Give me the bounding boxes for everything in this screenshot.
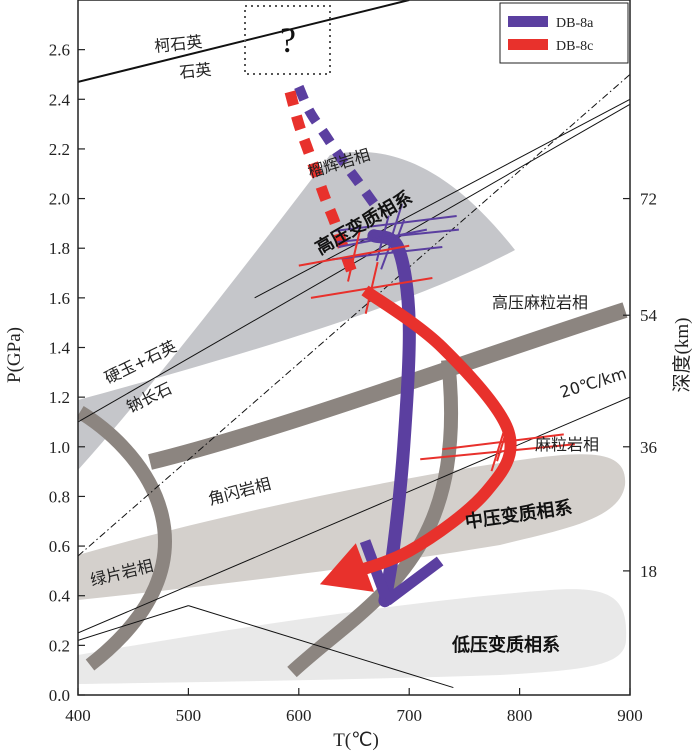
hp-granulite-facies-label: 高压麻粒岩相 (492, 293, 588, 312)
db8c-prograde-path (284, 90, 360, 280)
coesite-quartz-line (78, 0, 410, 83)
geotherm-label: 20℃/km (558, 364, 629, 402)
db8c-estimate-p-0 (347, 229, 361, 282)
y-tick-label: 1.2 (49, 388, 70, 407)
depth-tick-label: 36 (640, 438, 657, 457)
y-tick-label: 2.0 (49, 190, 70, 209)
y-tick-label: 1.6 (49, 289, 70, 308)
y-tick-label: 1.0 (49, 438, 70, 457)
y-tick-label: 1.8 (49, 239, 70, 258)
x-tick-label: 500 (176, 706, 202, 725)
question-box (244, 5, 331, 75)
mp-boundary-line (78, 396, 630, 634)
db8c-estimate-p-2 (490, 432, 505, 472)
coesite-label: 柯石英 (153, 32, 203, 56)
x-axis-title: T(℃) (333, 730, 379, 751)
depth-tick-label: 72 (640, 190, 657, 209)
jadeite-parallel-line (254, 98, 630, 299)
high-pressure-field (78, 151, 515, 470)
legend-swatch-db8a (508, 16, 548, 27)
y-tick-label: 2.2 (49, 140, 70, 159)
y-tick-label: 0.0 (49, 686, 70, 705)
granulite-facies-label: 麻粒岩相 (535, 435, 599, 454)
y-tick-label: 2.4 (49, 90, 71, 109)
geotherm-20-line (78, 74, 630, 557)
y-tick-label: 1.4 (49, 339, 71, 358)
db8a-estimate-p-3 (375, 215, 390, 262)
hp-granulite-band (148, 302, 628, 470)
legend-box (499, 2, 629, 64)
jadeite-quartz-label: 硬玉+石英 (101, 337, 179, 388)
y-tick-label: 0.4 (49, 587, 71, 606)
x-tick-label: 400 (65, 706, 91, 725)
amphibolite-facies-label: 角闪岩相 (206, 474, 273, 509)
db8c-estimate-p-3 (496, 422, 510, 462)
db8c-retrograde-path (329, 285, 517, 585)
depth-axis-title: 深度(km) (671, 318, 693, 393)
x-tick-label: 600 (286, 706, 312, 725)
legend: DB-8a DB-8c (499, 2, 629, 64)
legend-swatch-db8c (508, 39, 548, 50)
question-mark: ? (280, 20, 296, 60)
db8c-arrowhead (319, 543, 374, 592)
y-tick-label: 0.2 (49, 636, 70, 655)
depth-tick-label: 18 (640, 562, 657, 581)
db8c-estimate-p-1 (364, 261, 379, 314)
x-tick-label: 700 (396, 706, 422, 725)
x-tick-label: 800 (507, 706, 533, 725)
y-tick-label: 2.6 (49, 41, 70, 60)
legend-label-db8c: DB-8c (556, 39, 593, 54)
quartz-label: 石英 (178, 60, 212, 82)
low-pressure-field (78, 589, 627, 684)
y-tick-label: 0.6 (49, 537, 70, 556)
db8a-arrowhead-1 (383, 556, 444, 606)
depth-tick-label: 54 (640, 306, 658, 325)
amphibolite-granulite-band (287, 359, 459, 678)
y-tick-label: 0.8 (49, 487, 70, 506)
lp-series-label: 低压变质相系 (451, 634, 560, 656)
legend-label-db8a: DB-8a (556, 16, 594, 31)
lp-boundary-line (188, 605, 454, 689)
x-tick-label: 900 (617, 706, 643, 725)
hp-lp-boundary-line (78, 605, 189, 641)
db8a-estimate-p-2 (380, 236, 395, 270)
y-axis-title: P(GPa) (4, 327, 25, 383)
